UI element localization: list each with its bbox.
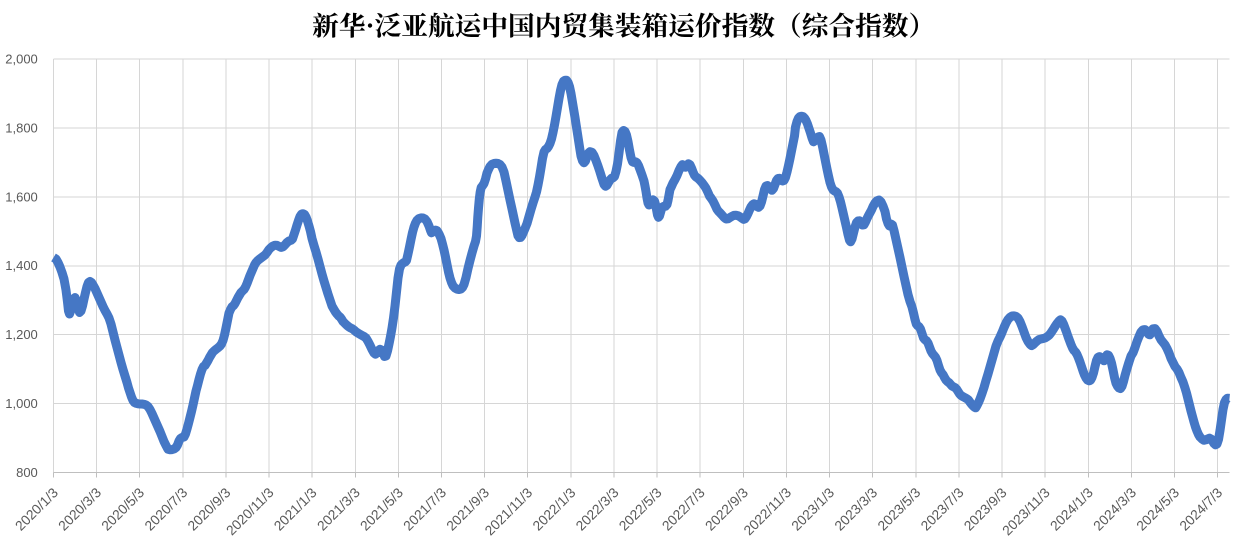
svg-text:1,000: 1,000 [5,396,38,411]
svg-text:1,200: 1,200 [5,327,38,342]
svg-text:800: 800 [16,465,38,480]
svg-text:1,400: 1,400 [5,258,38,273]
svg-text:1,800: 1,800 [5,121,38,136]
svg-text:1,600: 1,600 [5,189,38,204]
svg-text:2,000: 2,000 [5,52,38,67]
